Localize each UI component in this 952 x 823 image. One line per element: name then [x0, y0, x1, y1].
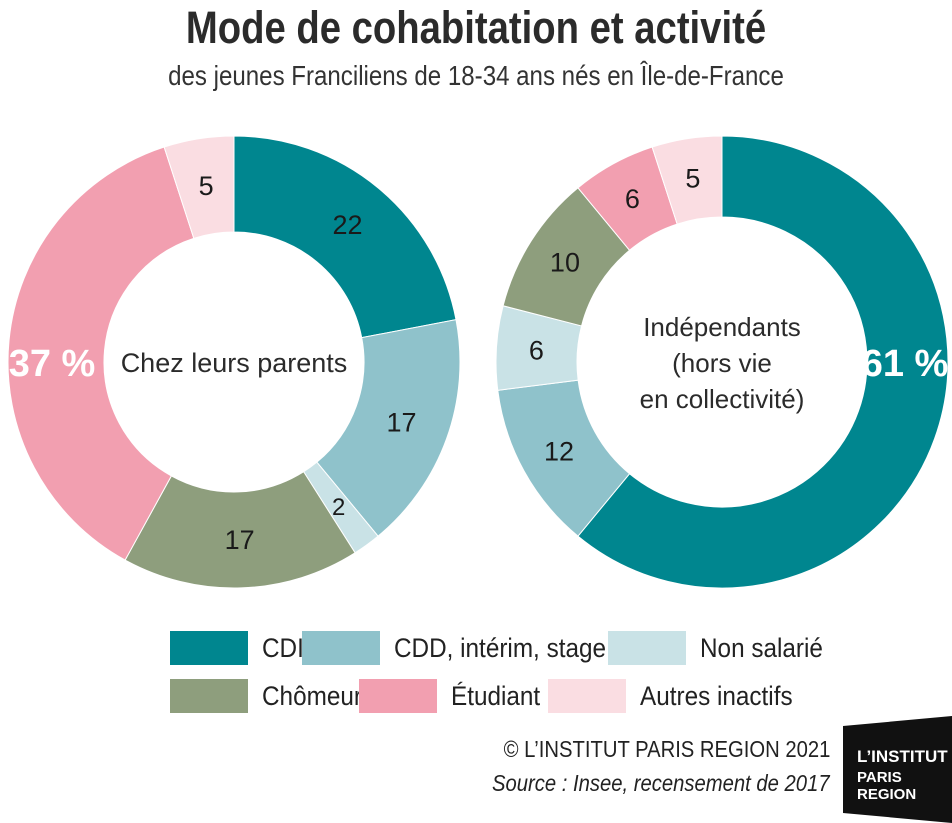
logo-line2: PARIS — [857, 769, 902, 786]
center-label: Indépendants — [643, 312, 801, 342]
center-label: (hors vie — [672, 348, 772, 378]
legend-label-non-salarie: Non salarié — [700, 632, 823, 663]
legend-item-autres: Autres inactifs — [548, 679, 810, 713]
center-label: Chez leurs parents — [121, 348, 348, 378]
legend-label-chomeur: Chômeur — [262, 680, 362, 711]
slice-cdi — [233, 135, 457, 339]
slice-value-label: 6 — [625, 184, 640, 214]
legend-label-etudiant: Étudiant — [451, 680, 541, 711]
legend-swatch-cdd — [302, 631, 380, 665]
legend-label-cdi: CDI — [262, 632, 304, 663]
slice-value-label: 6 — [529, 335, 544, 365]
institut-logo: L’INSTITUT PARIS REGION — [843, 716, 952, 823]
legend-swatch-chomeur — [170, 679, 248, 713]
legend-swatch-cdi — [170, 631, 248, 665]
slice-value-label: 10 — [550, 247, 580, 277]
slice-autres-inactifs — [163, 135, 235, 239]
slice-autres-inactifs — [651, 135, 723, 225]
legend-item-etudiant: Étudiant — [359, 679, 550, 713]
legend-item-chomeur: Chômeur — [170, 679, 373, 713]
legend-item-non-salarie: Non salarié — [608, 631, 837, 665]
legend-item-cdd: CDD, intérim, stage — [302, 631, 630, 665]
legend-swatch-non-salarie — [608, 631, 686, 665]
slice-value-label: 17 — [225, 525, 255, 555]
logo-line1: L’INSTITUT — [857, 747, 948, 766]
slice-chomeur — [124, 471, 356, 589]
slice-value-label: 12 — [544, 437, 574, 467]
source-text: Source : Insee, recensement de 2017 — [492, 770, 830, 796]
slice-value-label: 5 — [199, 171, 214, 201]
donut-independants: 12 6 10 6 5 61 % Indépendants (hors vie en colle… — [495, 135, 949, 589]
share-label: 37 % — [9, 343, 96, 385]
slice-cdi — [577, 135, 949, 589]
slice-value-label: 17 — [386, 407, 416, 437]
chart-subtitle: des jeunes Franciliens de 18-34 ans nés … — [168, 60, 784, 91]
logo-line3: REGION — [857, 786, 916, 803]
legend-item-cdi: CDI — [170, 631, 309, 665]
legend-swatch-etudiant — [359, 679, 437, 713]
share-label: 61 % — [862, 343, 949, 385]
donut-chez-parents: 22 17 2 17 5 37 % Chez leurs parents — [7, 135, 461, 589]
legend-swatch-autres — [548, 679, 626, 713]
slice-value-label: 5 — [685, 163, 700, 193]
legend-label-cdd: CDD, intérim, stage — [394, 632, 607, 663]
center-label: en collectivité) — [640, 384, 805, 414]
slice-value-label: 2 — [332, 494, 345, 521]
slice-etudiant — [7, 146, 195, 561]
copyright-text: © L’INSTITUT PARIS REGION 2021 — [503, 736, 830, 762]
chart-title: Mode de cohabitation et activité — [185, 2, 767, 53]
slice-cdd-interim-stage — [316, 319, 461, 537]
slice-value-label: 22 — [332, 210, 362, 240]
legend-label-autres: Autres inactifs — [640, 680, 793, 711]
